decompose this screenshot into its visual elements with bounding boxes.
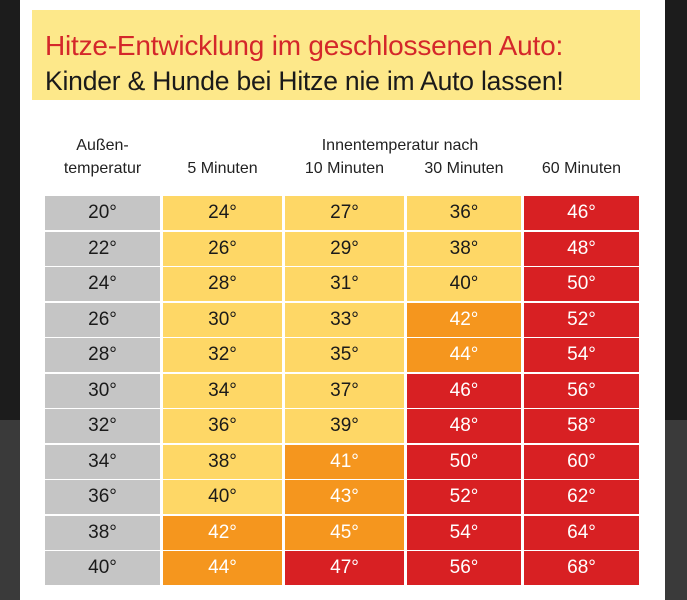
column-header-5min: 5 Minuten [187, 160, 258, 177]
temp-10min-cell: 43° [285, 480, 404, 514]
outside-header-line2: temperatur [63, 160, 142, 177]
heat-chart-card: Hitze-Entwicklung im geschlossenen Auto:… [20, 0, 665, 600]
outside-temp-cell: 36° [45, 480, 160, 514]
temp-30min-cell: 40° [407, 267, 521, 301]
inside-group-header: Innentemperatur nach [321, 137, 479, 154]
temp-10min-cell: 35° [285, 338, 404, 372]
table-row: 26° 30° 33° 42° 52° [45, 302, 639, 337]
outside-temp-cell: 26° [45, 302, 160, 337]
column-header-30min: 30 Minuten [424, 160, 504, 177]
temp-5min-cell: 28° [163, 267, 282, 301]
table-row: 38° 42° 45° 54° 64° [45, 515, 639, 550]
table-row: 36° 40° 43° 52° 62° [45, 480, 639, 514]
outside-temp-cell: 32° [45, 409, 160, 443]
temp-30min-cell: 38° [407, 231, 521, 266]
temp-30min-cell: 50° [407, 444, 521, 479]
temp-10min-cell: 45° [285, 515, 404, 550]
temp-5min-cell: 32° [163, 338, 282, 372]
outside-temp-cell: 34° [45, 444, 160, 479]
temp-10min-cell: 39° [285, 409, 404, 443]
temp-10min-cell: 27° [285, 196, 404, 230]
outside-temp-cell: 22° [45, 231, 160, 266]
temp-60min-cell: 62° [524, 480, 639, 514]
temp-10min-cell: 31° [285, 267, 404, 301]
temp-30min-cell: 56° [407, 551, 521, 585]
temp-5min-cell: 24° [163, 196, 282, 230]
outside-temp-cell: 40° [45, 551, 160, 585]
temp-10min-cell: 41° [285, 444, 404, 479]
temp-30min-cell: 48° [407, 409, 521, 443]
temp-60min-cell: 54° [524, 338, 639, 372]
outside-header-line1: Außen- [76, 137, 129, 154]
left-frame [0, 0, 20, 600]
table-row: 32° 36° 39° 48° 58° [45, 409, 639, 443]
table-row: 22° 26° 29° 38° 48° [45, 231, 639, 266]
outside-temp-cell: 24° [45, 267, 160, 301]
temp-30min-cell: 52° [407, 480, 521, 514]
temp-5min-cell: 40° [163, 480, 282, 514]
temp-10min-cell: 37° [285, 373, 404, 408]
temp-60min-cell: 64° [524, 515, 639, 550]
temp-30min-cell: 46° [407, 373, 521, 408]
table-row: 40° 44° 47° 56° 68° [45, 551, 639, 585]
column-header-10min: 10 Minuten [304, 160, 385, 177]
temp-5min-cell: 30° [163, 302, 282, 337]
banner-title: Hitze-Entwicklung im geschlossenen Auto: [45, 30, 564, 61]
temp-60min-cell: 60° [524, 444, 639, 479]
temp-10min-cell: 47° [285, 551, 404, 585]
temp-5min-cell: 34° [163, 373, 282, 408]
table-row: 34° 38° 41° 50° 60° [45, 444, 639, 479]
temp-60min-cell: 52° [524, 302, 639, 337]
temp-5min-cell: 42° [163, 515, 282, 550]
table-row: 24° 28° 31° 40° 50° [45, 267, 639, 301]
temp-10min-cell: 29° [285, 231, 404, 266]
right-frame [665, 0, 687, 600]
table-row: 30° 34° 37° 46° 56° [45, 373, 639, 408]
temp-60min-cell: 58° [524, 409, 639, 443]
temp-60min-cell: 56° [524, 373, 639, 408]
temp-60min-cell: 68° [524, 551, 639, 585]
column-header-60min: 60 Minuten [541, 160, 622, 177]
temp-5min-cell: 44° [163, 551, 282, 585]
table-row: 20° 24° 27° 36° 46° [45, 196, 639, 230]
temp-5min-cell: 36° [163, 409, 282, 443]
temp-5min-cell: 38° [163, 444, 282, 479]
temp-5min-cell: 26° [163, 231, 282, 266]
temp-10min-cell: 33° [285, 302, 404, 337]
title-banner: Hitze-Entwicklung im geschlossenen Auto:… [32, 10, 640, 100]
temp-60min-cell: 50° [524, 267, 639, 301]
temp-30min-cell: 54° [407, 515, 521, 550]
outside-temp-cell: 30° [45, 373, 160, 408]
outside-temp-cell: 20° [45, 196, 160, 230]
temp-30min-cell: 42° [407, 302, 521, 337]
temp-60min-cell: 46° [524, 196, 639, 230]
outside-temp-cell: 28° [45, 338, 160, 372]
table-row: 28° 32° 35° 44° 54° [45, 338, 639, 372]
banner-subtitle: Kinder & Hunde bei Hitze nie im Auto las… [45, 66, 564, 96]
outside-temp-cell: 38° [45, 515, 160, 550]
temp-30min-cell: 36° [407, 196, 521, 230]
temp-60min-cell: 48° [524, 231, 639, 266]
temp-30min-cell: 44° [407, 338, 521, 372]
